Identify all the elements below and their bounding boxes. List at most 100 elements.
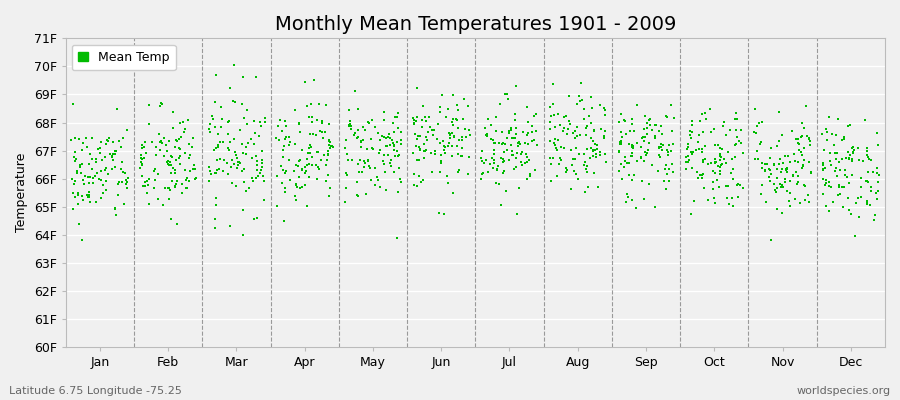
Point: [824, 184, 838, 190]
Point: [508, 135, 522, 141]
Point: [202, 126, 217, 133]
Point: [371, 177, 385, 184]
Point: [303, 143, 318, 150]
Point: [233, 160, 248, 166]
Point: [580, 184, 595, 190]
Point: [547, 124, 562, 130]
Point: [277, 189, 292, 195]
Point: [70, 200, 85, 207]
Point: [706, 195, 721, 201]
Point: [730, 134, 744, 140]
Point: [182, 178, 196, 185]
Text: Latitude 6.75 Longitude -75.25: Latitude 6.75 Longitude -75.25: [9, 386, 182, 396]
Point: [545, 100, 560, 107]
Point: [294, 147, 309, 153]
Point: [767, 161, 781, 168]
Point: [481, 169, 495, 175]
Point: [167, 170, 182, 176]
Point: [828, 167, 842, 174]
Point: [753, 141, 768, 148]
Point: [563, 186, 578, 193]
Point: [860, 148, 874, 155]
Point: [818, 126, 832, 132]
Point: [782, 202, 796, 209]
Point: [713, 156, 727, 163]
Point: [410, 183, 424, 190]
Point: [553, 155, 567, 161]
Point: [409, 143, 423, 150]
Point: [446, 92, 461, 98]
Point: [486, 165, 500, 171]
Point: [783, 190, 797, 196]
Point: [635, 178, 650, 184]
Point: [407, 171, 421, 178]
Point: [842, 155, 856, 162]
Point: [76, 177, 91, 184]
Title: Monthly Mean Temperatures 1901 - 2009: Monthly Mean Temperatures 1901 - 2009: [274, 15, 676, 34]
Point: [184, 144, 199, 151]
Point: [521, 130, 535, 136]
Point: [359, 190, 374, 197]
Point: [730, 182, 744, 188]
Point: [798, 197, 813, 203]
Point: [183, 151, 197, 158]
Point: [872, 172, 886, 178]
Point: [241, 140, 256, 146]
Point: [393, 129, 408, 135]
Point: [680, 153, 695, 159]
Point: [659, 162, 673, 168]
Point: [287, 168, 302, 174]
Point: [868, 212, 882, 218]
Point: [643, 116, 657, 122]
Point: [342, 121, 356, 127]
Point: [626, 145, 640, 152]
Point: [166, 125, 180, 131]
Point: [276, 154, 291, 160]
Point: [341, 106, 356, 113]
Point: [850, 145, 865, 151]
Point: [450, 143, 464, 149]
Point: [104, 150, 118, 157]
Point: [317, 152, 331, 159]
Point: [546, 81, 561, 87]
Point: [390, 235, 404, 242]
Point: [408, 130, 422, 137]
Point: [851, 194, 866, 201]
Point: [269, 173, 284, 179]
Point: [759, 161, 773, 167]
Point: [729, 127, 743, 134]
Point: [134, 152, 148, 158]
Point: [324, 142, 338, 149]
Point: [433, 140, 447, 146]
Point: [164, 162, 178, 168]
Point: [451, 124, 465, 131]
Point: [551, 136, 565, 143]
Point: [828, 150, 842, 156]
Point: [829, 164, 843, 171]
Point: [319, 102, 333, 108]
Point: [228, 98, 242, 105]
Point: [277, 142, 292, 149]
Point: [502, 157, 517, 163]
Point: [501, 128, 516, 134]
Point: [373, 147, 387, 154]
Point: [451, 150, 465, 157]
Point: [349, 178, 364, 185]
Point: [731, 193, 745, 200]
Point: [845, 158, 859, 164]
Point: [209, 202, 223, 208]
Point: [563, 121, 578, 128]
Point: [853, 194, 868, 200]
Point: [696, 110, 710, 117]
Point: [365, 146, 380, 152]
Point: [224, 157, 238, 163]
Point: [559, 169, 573, 175]
Point: [846, 144, 860, 150]
Point: [568, 128, 582, 135]
Point: [559, 165, 573, 171]
Point: [393, 137, 408, 144]
Point: [445, 119, 459, 125]
Point: [645, 126, 660, 133]
Point: [68, 194, 82, 200]
Point: [154, 140, 168, 146]
